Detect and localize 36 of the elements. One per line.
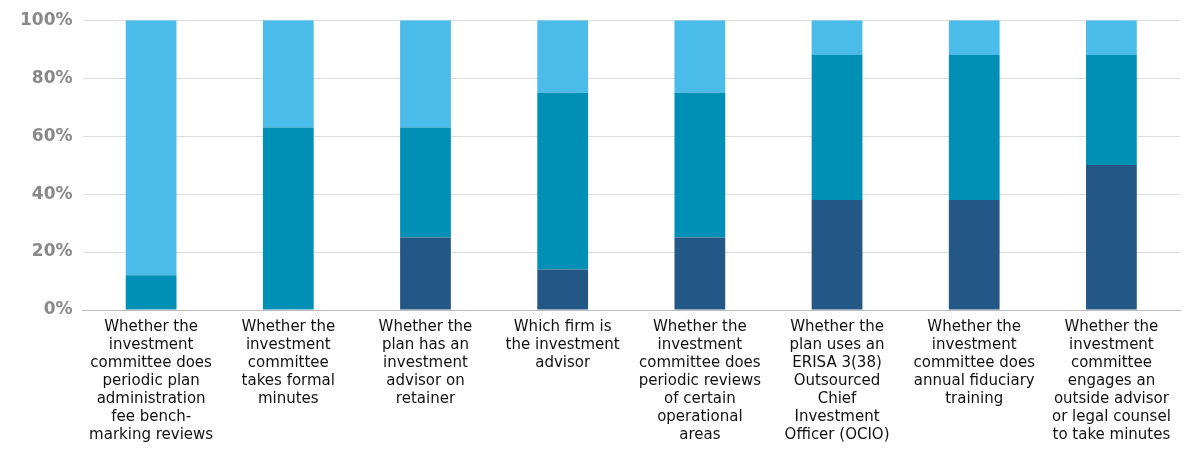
- bar: [948, 54, 1000, 200]
- bar: [674, 92, 726, 238]
- bar: [948, 199, 1000, 310]
- x-tick-label: Whether the plan uses an ERISA 3(38) Outsourced Chief Investment Officer (OCIO): [784, 316, 890, 443]
- bar: [125, 275, 177, 310]
- y-tick-label: 80%: [31, 66, 73, 87]
- bar: [811, 20, 863, 55]
- y-tick-label: 20%: [31, 240, 73, 261]
- x-tick-label: Whether the investment committee takes formal minutes: [241, 316, 336, 407]
- bar: [811, 199, 863, 310]
- bar: [1086, 54, 1137, 166]
- bar: [674, 237, 726, 310]
- x-tick-label: Whether the investment committee does periodic reviews of certain operational areas: [638, 316, 762, 443]
- bar: [948, 20, 1000, 55]
- bar: [537, 92, 589, 270]
- bar: [400, 20, 451, 128]
- bar: [400, 127, 451, 238]
- bar: [262, 20, 314, 128]
- bar: [400, 237, 451, 310]
- y-tick-label: 40%: [31, 182, 73, 203]
- x-tick-label: Whether the investment committee engages an outside advisor or legal counsel to take minutes: [1052, 316, 1171, 443]
- bar: [674, 20, 726, 93]
- x-tick-label: Which firm is the investment advisor: [505, 316, 620, 371]
- bar: [125, 20, 177, 276]
- y-tick-label: 100%: [19, 8, 73, 29]
- x-tick-label: Whether the investment committee does annual fiduciary training: [913, 316, 1036, 407]
- y-tick-label: 0%: [43, 298, 73, 319]
- bar: [262, 127, 314, 310]
- y-tick-label: 60%: [31, 124, 73, 145]
- x-tick-label: Whether the investment committee does periodic plan administration fee bench-marking reviews: [89, 316, 214, 443]
- x-tick-label: Whether the plan has an investment advisor on retainer: [378, 316, 473, 407]
- bar: [1086, 20, 1137, 55]
- bar: [1086, 165, 1137, 310]
- bar: [537, 269, 589, 310]
- bar: [811, 54, 863, 200]
- bar: [537, 20, 589, 93]
